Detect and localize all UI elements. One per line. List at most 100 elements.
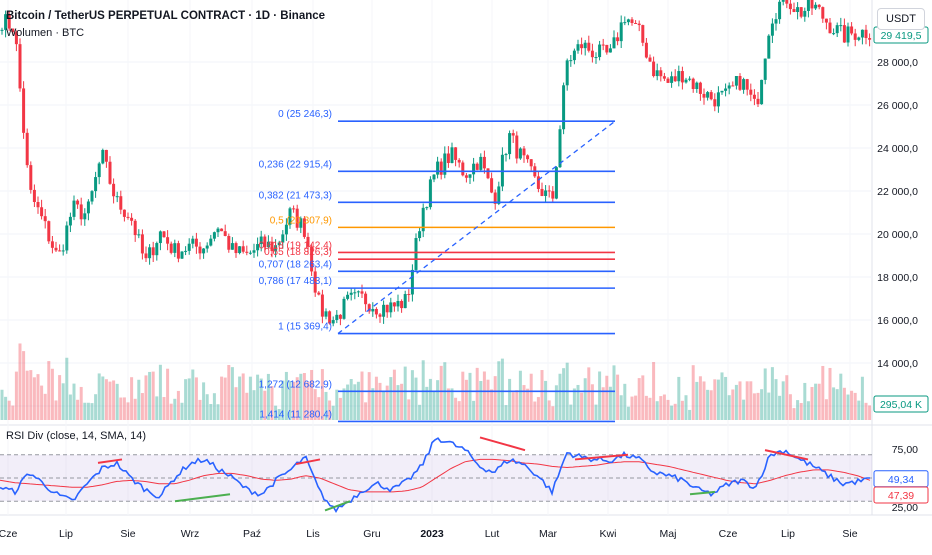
candle-body: [374, 308, 378, 315]
candle-body: [176, 243, 180, 259]
volume-bar: [472, 400, 476, 420]
candle-body: [259, 236, 263, 245]
candle-body: [580, 44, 584, 49]
candle-body: [223, 231, 227, 236]
candle-body: [738, 76, 742, 90]
volume-bar: [58, 375, 62, 420]
candle-body: [245, 251, 249, 253]
candle-body: [349, 292, 353, 295]
volume-bar: [79, 386, 83, 420]
candle-body: [601, 44, 605, 46]
candle-body: [785, 0, 789, 4]
candle-body: [655, 70, 659, 77]
volume-bar: [576, 384, 580, 420]
candlestick-series: [0, 0, 872, 327]
candle-body: [288, 208, 292, 225]
fib-level-label: 0,707 (18 263,4): [259, 259, 332, 270]
volume-bar: [547, 400, 551, 420]
price-tick-label: 20 000,0: [877, 229, 918, 241]
currency-button[interactable]: USDT: [877, 8, 925, 30]
volume-bar: [126, 402, 130, 420]
volume-bar: [526, 388, 530, 420]
volume-bar: [0, 389, 4, 420]
candle-body: [864, 29, 868, 39]
volume-bar: [288, 380, 292, 420]
last-price-tag: 29 419,5: [873, 26, 929, 44]
candle-body: [94, 177, 98, 192]
volume-bar: [385, 385, 389, 420]
candle-body: [724, 88, 728, 91]
volume-bar: [432, 391, 436, 420]
volume-bar: [407, 399, 411, 420]
volume-bar: [374, 376, 378, 420]
volume-bar: [608, 386, 612, 420]
candle-body: [508, 133, 512, 155]
axes: 28 000,0 26 000,0 24 000,0 22 000,0 20 000,0…: [0, 26, 929, 540]
volume-bar: [821, 365, 825, 420]
price-tick-label: 14 000,0: [877, 358, 918, 370]
volume-bar: [842, 387, 846, 420]
candle-body: [425, 207, 429, 209]
volume-bar: [144, 375, 148, 420]
candle-body: [346, 294, 350, 299]
volume-bar: [616, 374, 620, 420]
candle-body: [263, 236, 267, 248]
volume-bar: [540, 370, 544, 420]
time-tick-label: 2023: [420, 528, 444, 540]
candle-body: [248, 252, 252, 254]
volume-bar: [241, 373, 245, 420]
volume-bar: [479, 380, 483, 420]
candle-body: [112, 183, 116, 197]
candle-body: [108, 161, 112, 184]
volume-bar: [698, 376, 702, 420]
volume-bar: [396, 385, 400, 420]
volume-bar: [500, 358, 504, 420]
candle-body: [590, 50, 594, 58]
volume-bar: [839, 373, 843, 420]
volume-bar: [11, 405, 15, 420]
volume-bar: [641, 375, 645, 420]
candle-body: [634, 22, 638, 24]
volume-bar: [22, 351, 26, 420]
symbol-title[interactable]: Bitcoin / TetherUS PERPETUAL CONTRACT · …: [6, 10, 326, 22]
fib-level-label: 0,618 (19 142,4): [259, 240, 332, 251]
volume-bar: [670, 405, 674, 420]
fibonacci-retracement[interactable]: 0 (25 246,3) 0,236 (22 915,4) 0,382 (21 47…: [259, 109, 616, 423]
volume-bar: [97, 373, 101, 420]
candle-body: [216, 228, 220, 233]
rsi-legend[interactable]: RSI Div (close, 14, SMA, 14): [6, 430, 146, 442]
volume-bar: [338, 397, 342, 420]
volume-bar: [43, 393, 47, 420]
candle-body: [752, 94, 756, 99]
volume-bar: [403, 366, 407, 420]
volume-legend[interactable]: Wolumen · BTC: [6, 27, 85, 39]
volume-bar: [7, 400, 11, 420]
candle-body: [731, 85, 735, 87]
volume-bar: [770, 367, 774, 420]
volume-bar: [310, 369, 314, 420]
volume-bar: [331, 405, 335, 420]
candle-body: [29, 165, 33, 190]
candle-body: [709, 92, 713, 100]
time-tick-label: Gru: [363, 528, 381, 540]
volume-bar: [688, 409, 692, 420]
candle-body: [47, 221, 51, 242]
volume-bar: [180, 402, 184, 420]
fib-level-label: 0 (25 246,3): [278, 109, 332, 120]
candle-body: [392, 302, 396, 307]
candle-body: [641, 25, 645, 43]
candle-body: [698, 82, 702, 94]
candle-body: [857, 37, 861, 40]
volume-bar: [184, 379, 188, 420]
candle-body: [83, 213, 87, 220]
candle-body: [202, 248, 206, 254]
candle-body: [562, 85, 566, 130]
volume-bar: [569, 404, 573, 420]
volume-bar: [299, 373, 303, 420]
volume-bar: [511, 392, 515, 420]
price-tick-label: 28 000,0: [877, 57, 918, 69]
candle-body: [227, 235, 231, 250]
rsi-pane: [0, 436, 872, 514]
volume-bar: [317, 397, 321, 420]
